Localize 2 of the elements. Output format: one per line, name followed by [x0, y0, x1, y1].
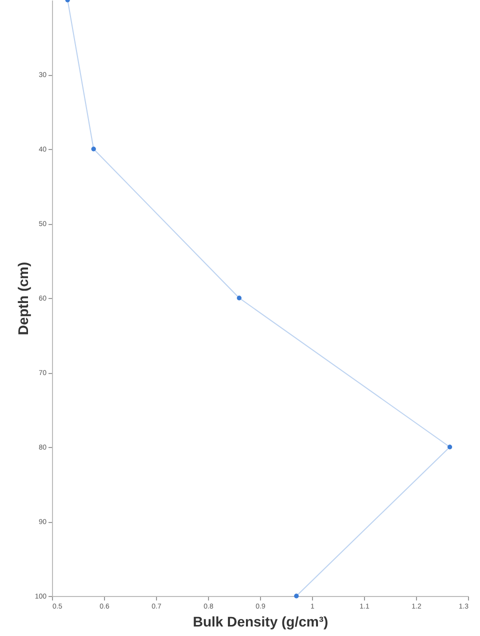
y-axis-title: Depth (cm) [14, 262, 31, 336]
x-axis-title: Bulk Density (g/cm³) [192, 614, 328, 630]
